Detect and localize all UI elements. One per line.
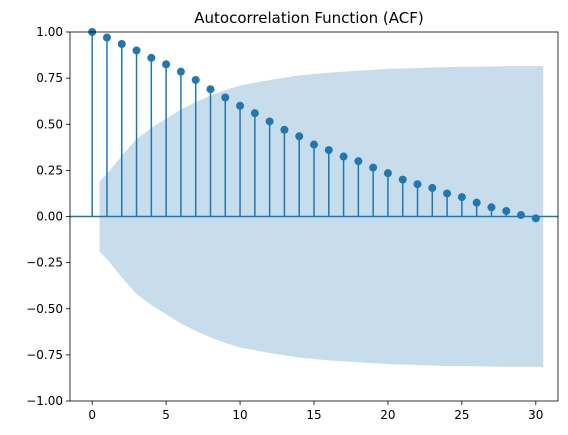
acf-point bbox=[117, 39, 126, 48]
y-tick-label: −0.25 bbox=[26, 256, 63, 270]
y-tick-label: 0.00 bbox=[36, 210, 63, 224]
acf-point bbox=[487, 203, 496, 212]
acf-point bbox=[324, 146, 333, 155]
acf-point bbox=[457, 193, 466, 202]
y-tick-label: 0.50 bbox=[36, 117, 63, 131]
y-tick-label: 0.75 bbox=[36, 71, 63, 85]
acf-point bbox=[531, 214, 540, 223]
acf-point bbox=[176, 67, 185, 76]
x-tick-label: 10 bbox=[232, 408, 247, 422]
x-tick-label: 25 bbox=[454, 408, 469, 422]
acf-point bbox=[428, 183, 437, 192]
acf-point bbox=[339, 152, 348, 161]
chart-title: Autocorrelation Function (ACF) bbox=[194, 9, 423, 27]
acf-point bbox=[162, 60, 171, 69]
stems-layer bbox=[88, 28, 540, 223]
acf-point bbox=[502, 206, 511, 215]
x-tick-label: 30 bbox=[528, 408, 543, 422]
acf-point bbox=[310, 140, 318, 149]
acf-point bbox=[354, 157, 363, 166]
acf-point bbox=[206, 85, 215, 94]
acf-point bbox=[295, 132, 304, 141]
acf-point bbox=[265, 117, 274, 126]
acf-point bbox=[443, 189, 452, 198]
y-tick-label: −1.00 bbox=[26, 394, 63, 408]
x-tick-label: 20 bbox=[380, 408, 395, 422]
acf-point bbox=[221, 93, 230, 102]
x-tick-label: 15 bbox=[306, 408, 321, 422]
acf-point bbox=[236, 101, 245, 110]
y-tick-label: −0.75 bbox=[26, 348, 63, 362]
x-tick-label: 5 bbox=[162, 408, 170, 422]
acf-point bbox=[383, 169, 392, 178]
acf-point bbox=[472, 198, 481, 207]
acf-point bbox=[132, 46, 141, 55]
acf-point bbox=[191, 75, 200, 84]
acf-point bbox=[250, 109, 259, 118]
acf-point bbox=[369, 163, 378, 172]
y-tick-label: 1.00 bbox=[36, 25, 63, 39]
acf-point bbox=[147, 53, 156, 62]
acf-point bbox=[517, 211, 526, 220]
acf-point bbox=[413, 180, 422, 189]
acf-point bbox=[398, 175, 407, 184]
x-tick-label: 0 bbox=[88, 408, 96, 422]
acf-point bbox=[102, 33, 111, 42]
y-tick-label: 0.25 bbox=[36, 163, 63, 177]
acf-point bbox=[280, 125, 289, 134]
y-tick-label: −0.50 bbox=[26, 302, 63, 316]
axes-layer: 0 5 10 15 20 25 30 −1.00 −0.75 −0.50 −0.25 0.00 0.25… bbox=[26, 25, 559, 422]
